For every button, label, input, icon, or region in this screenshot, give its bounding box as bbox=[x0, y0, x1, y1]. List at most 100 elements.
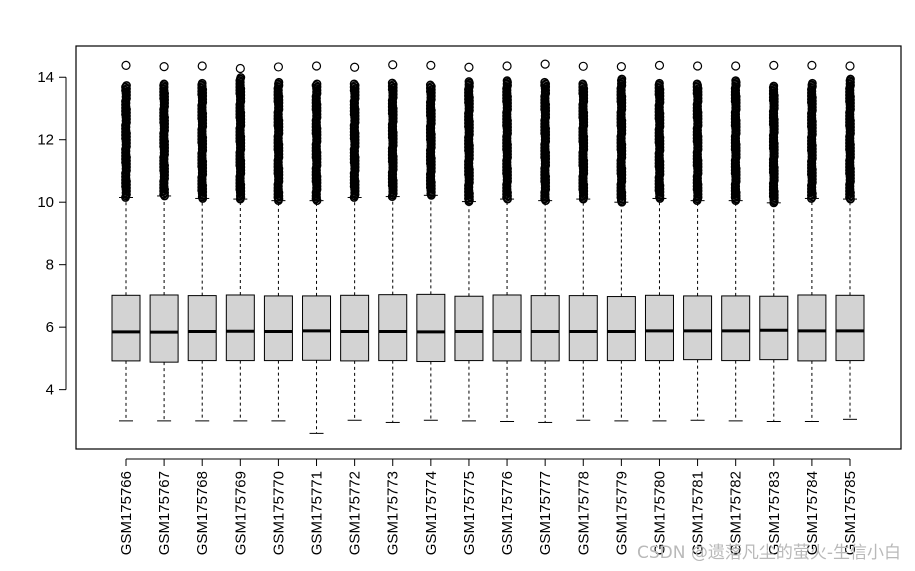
outlier-point bbox=[349, 79, 359, 89]
x-tick-label: GSM175783 bbox=[766, 471, 783, 555]
outlier-band bbox=[425, 80, 436, 200]
outlier-point bbox=[464, 62, 474, 72]
box-iqr bbox=[225, 294, 255, 362]
box-series bbox=[111, 59, 865, 434]
outlier-point bbox=[578, 61, 588, 71]
x-tick-label: GSM175777 bbox=[537, 471, 554, 555]
outlier-band bbox=[387, 78, 398, 201]
outlier-point bbox=[655, 78, 664, 88]
x-tick-label: GSM175774 bbox=[423, 471, 440, 555]
box-group bbox=[225, 63, 255, 422]
box-iqr bbox=[568, 295, 598, 362]
x-tick-label: GSM175772 bbox=[347, 471, 364, 555]
outlier-point bbox=[235, 63, 245, 74]
outlier-band bbox=[768, 81, 779, 208]
outlier-band bbox=[311, 79, 322, 206]
outlier-band bbox=[159, 79, 170, 201]
y-tick-label: 12 bbox=[37, 132, 54, 149]
box-iqr bbox=[111, 294, 141, 362]
watermark-text: CSDN @遗落凡尘的萤火-生信小白 bbox=[636, 543, 901, 563]
x-tick-label: GSM175778 bbox=[575, 471, 592, 555]
outlier-point bbox=[159, 62, 169, 72]
box-iqr bbox=[759, 295, 789, 361]
box-group bbox=[492, 61, 522, 423]
outlier-point bbox=[731, 61, 741, 71]
box-group bbox=[568, 61, 598, 421]
outlier-band bbox=[540, 77, 551, 206]
outlier-point bbox=[540, 59, 550, 69]
outlier-point bbox=[769, 81, 779, 91]
outlier-point bbox=[387, 78, 397, 88]
box-group bbox=[378, 60, 408, 423]
box-iqr bbox=[530, 295, 560, 362]
box-iqr bbox=[454, 295, 484, 362]
outlier-point bbox=[311, 61, 322, 71]
outlier-point bbox=[426, 60, 436, 70]
outlier-point bbox=[502, 61, 512, 71]
box-group bbox=[721, 61, 751, 422]
box-iqr bbox=[340, 294, 370, 362]
outlier-point bbox=[692, 79, 702, 89]
x-tick-label: GSM175785 bbox=[842, 471, 859, 555]
x-tick-label: GSM175767 bbox=[156, 471, 173, 555]
x-tick-label: GSM175768 bbox=[194, 471, 211, 555]
outlier-point bbox=[350, 62, 360, 72]
outlier-point bbox=[692, 61, 703, 71]
box-group bbox=[606, 62, 636, 422]
plot-frame bbox=[75, 45, 902, 450]
box-group bbox=[187, 61, 217, 422]
box-group bbox=[759, 60, 789, 423]
outlier-point bbox=[388, 60, 398, 70]
x-tick-label: GSM175775 bbox=[461, 471, 478, 555]
outlier-point bbox=[540, 77, 550, 87]
outlier-point bbox=[731, 76, 741, 86]
x-axis: GSM175766 GSM175767 GSM175768 GSM175769 GSM1… bbox=[118, 458, 859, 555]
box-iqr bbox=[149, 294, 179, 363]
box-iqr bbox=[797, 294, 827, 362]
x-tick-label: GSM175784 bbox=[804, 471, 821, 555]
outlier-band bbox=[806, 78, 817, 203]
x-tick-label: GSM175776 bbox=[499, 471, 516, 555]
outlier-band bbox=[349, 79, 360, 202]
outlier-band bbox=[578, 79, 589, 204]
box-iqr bbox=[492, 294, 522, 362]
box-iqr bbox=[187, 295, 217, 362]
x-tick-label: GSM175780 bbox=[651, 471, 668, 555]
x-tick-label: GSM175779 bbox=[613, 471, 630, 555]
x-tick-label: GSM175781 bbox=[690, 471, 707, 555]
x-tick-label: GSM175770 bbox=[270, 471, 287, 555]
outlier-point bbox=[807, 78, 817, 88]
y-tick-label: 8 bbox=[46, 257, 54, 274]
box-group bbox=[149, 62, 179, 422]
y-axis: 4 6 8 10 12 14 bbox=[37, 69, 67, 399]
outlier-point bbox=[197, 78, 207, 88]
outlier-point bbox=[425, 80, 435, 90]
outlier-point bbox=[617, 74, 627, 84]
box-group bbox=[454, 62, 484, 422]
outlier-point bbox=[273, 62, 284, 72]
box-iqr bbox=[644, 294, 674, 362]
box-group bbox=[797, 60, 827, 423]
box-iqr bbox=[302, 295, 332, 361]
box-iqr bbox=[683, 295, 713, 361]
box-iqr bbox=[835, 294, 865, 362]
outlier-band bbox=[197, 78, 208, 203]
outlier-point bbox=[197, 61, 207, 71]
outlier-band bbox=[692, 79, 703, 206]
box-group bbox=[302, 61, 332, 434]
box-group bbox=[835, 61, 865, 420]
outlier-band bbox=[235, 73, 246, 204]
box-iqr bbox=[416, 293, 446, 363]
outlier-point bbox=[121, 60, 131, 70]
outlier-point bbox=[846, 74, 855, 84]
outlier-point bbox=[578, 79, 588, 89]
outlier-point bbox=[159, 79, 169, 89]
outlier-point bbox=[807, 60, 817, 70]
box-iqr bbox=[378, 294, 408, 362]
x-tick-label: GSM175771 bbox=[309, 471, 326, 555]
box-iqr bbox=[721, 295, 751, 362]
outlier-point bbox=[654, 60, 665, 70]
box-group bbox=[263, 62, 293, 422]
outlier-point bbox=[122, 81, 131, 90]
